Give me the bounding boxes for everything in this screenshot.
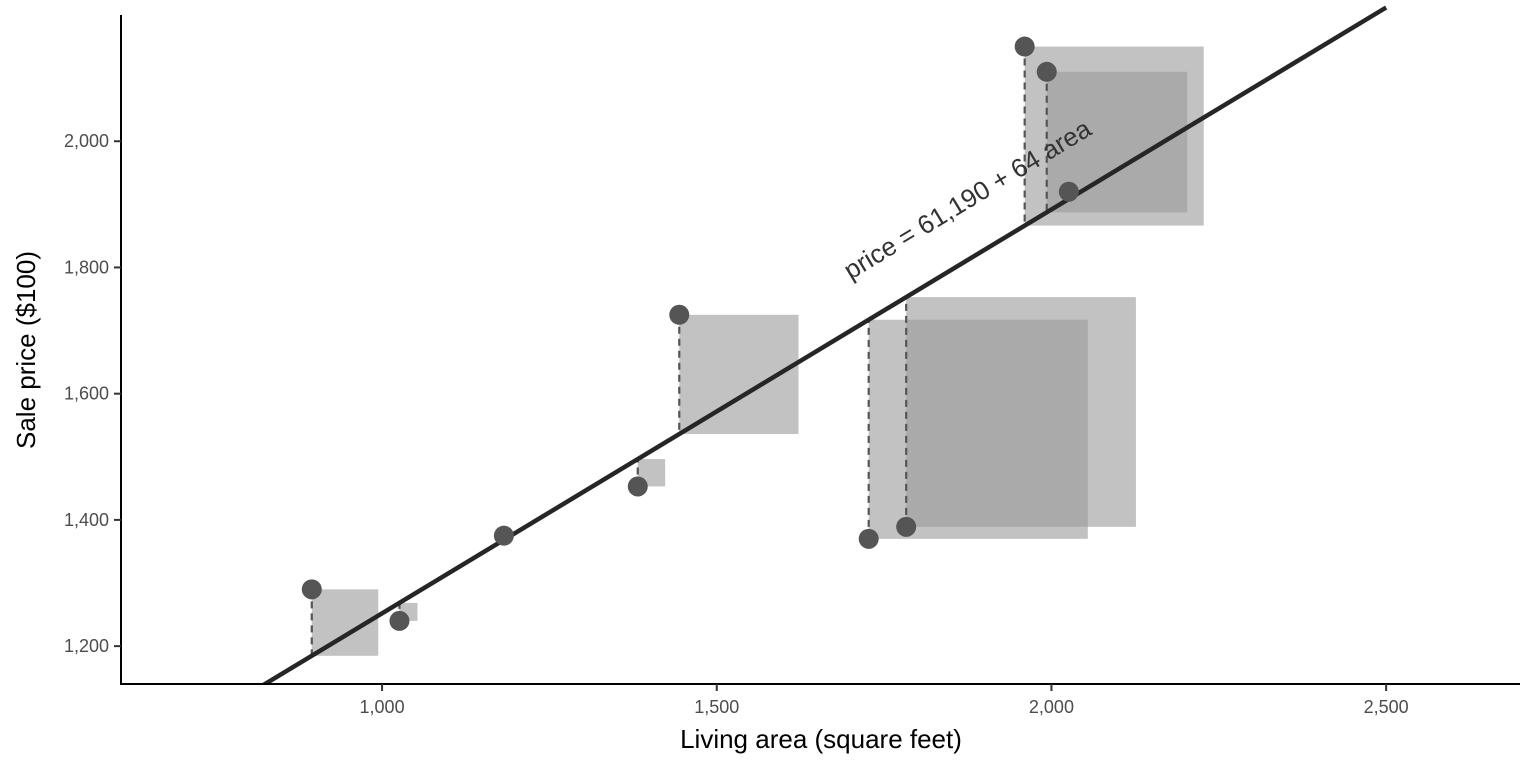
data-point-8 — [1014, 36, 1035, 57]
data-point-4 — [627, 476, 648, 497]
x-tick-label-1: 1,000 — [360, 697, 405, 717]
y-tick-label-1: 1,200 — [64, 636, 109, 656]
data-point-10 — [1058, 181, 1079, 202]
data-points — [301, 36, 1079, 631]
axes — [114, 15, 1520, 691]
x-tick-label-3: 2,000 — [1029, 697, 1074, 717]
tick-labels: 1,000 1,500 2,000 2,500 1,200 1,400 1,600 1,800… — [64, 131, 1409, 717]
y-axis-title: Sale price ($100) — [11, 251, 41, 449]
residual-square-7 — [906, 297, 1136, 527]
data-point-6 — [858, 528, 879, 549]
x-tick-label-2: 1,500 — [694, 697, 739, 717]
y-tick-label-3: 1,600 — [64, 384, 109, 404]
regression-line-layer — [260, 5, 1388, 684]
y-tick-label-4: 1,800 — [64, 257, 109, 277]
data-point-3 — [493, 525, 514, 546]
data-point-5 — [669, 304, 690, 325]
data-point-1 — [301, 579, 322, 600]
x-tick-label-4: 2,500 — [1364, 697, 1409, 717]
data-point-9 — [1036, 61, 1057, 82]
y-tick-label-5: 2,000 — [64, 131, 109, 151]
regression-line — [260, 5, 1388, 684]
y-tick-label-2: 1,400 — [64, 510, 109, 530]
data-point-2 — [389, 610, 410, 631]
x-axis-title: Living area (square feet) — [680, 724, 962, 754]
data-point-7 — [896, 516, 917, 537]
